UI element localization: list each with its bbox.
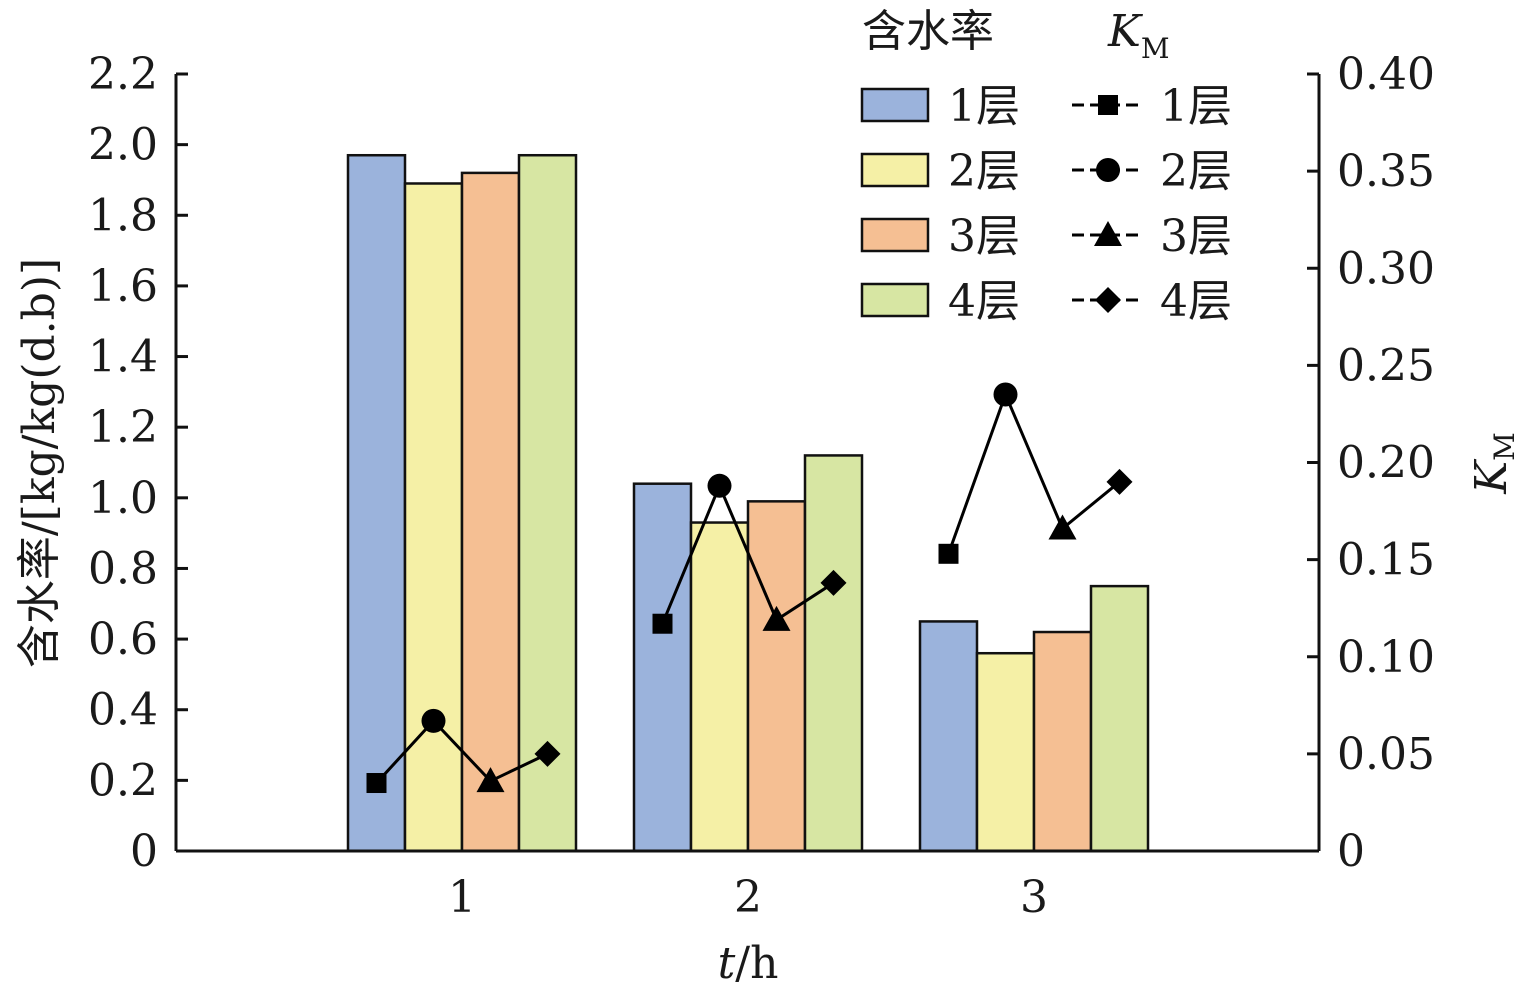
- legend-line-title: KM: [1107, 6, 1170, 65]
- legend-line-marker-1: [1098, 95, 1118, 115]
- km-line-group-3: [947, 390, 1121, 555]
- y2-tick-label: 0.25: [1337, 340, 1435, 391]
- y-tick-label: 1.6: [88, 261, 158, 312]
- y2-axis-title-main: K: [1466, 459, 1517, 495]
- km-line-group-2: [661, 481, 835, 625]
- legend-bar-label-1: 1层: [948, 81, 1020, 132]
- km-marker-1-group-2: [652, 613, 673, 634]
- y-tick-label: 0: [130, 826, 158, 877]
- legend-bar-swatch-1: [860, 87, 930, 123]
- legend-line-label-1: 1层: [1160, 81, 1232, 132]
- legend-bar-swatch-3: [860, 217, 930, 253]
- x-tick-label: 3: [1020, 872, 1048, 923]
- km-marker-2-group-1: [421, 708, 446, 733]
- km-marker-1-group-3: [938, 543, 959, 564]
- y-tick-label: 0.6: [88, 614, 158, 665]
- line-layer: [366, 382, 1133, 794]
- km-marker-2-group-2: [707, 473, 732, 498]
- x-axis-title-var: t: [718, 938, 736, 982]
- legend-bar-label-3: 3层: [948, 211, 1020, 262]
- bar-1-group-2: [632, 482, 693, 853]
- x-axis-title-unit: /h: [735, 938, 778, 982]
- y-axis-title: 含水率/[kg/kg(d.b)]: [14, 258, 65, 668]
- y-tick-label: 1.0: [88, 473, 158, 524]
- y-tick-label: 1.2: [88, 402, 158, 453]
- x-tick-label: 2: [734, 872, 762, 923]
- bar-4-group-3: [1089, 584, 1150, 853]
- km-marker-3-group-1: [476, 767, 505, 793]
- y2-tick-label: 0.05: [1337, 729, 1435, 780]
- y-tick-label: 0.2: [88, 755, 158, 806]
- legend-line-title-sub: M: [1141, 32, 1170, 65]
- y2-tick-label: 0.35: [1337, 146, 1435, 197]
- legend-line-marker-3: [1094, 221, 1122, 246]
- legend-line-label-4: 4层: [1160, 276, 1232, 327]
- bar-3-group-3: [1032, 630, 1093, 853]
- km-marker-3-group-3: [1048, 514, 1077, 540]
- y-tick-label: 0.8: [88, 543, 158, 594]
- bar-layer: [346, 153, 1150, 853]
- bar-3-group-1: [460, 171, 521, 853]
- y-tick-label: 0.4: [88, 685, 158, 736]
- y2-axis-title-sub: M: [1488, 432, 1521, 461]
- y-tick-label: 1.8: [88, 190, 158, 241]
- y2-tick-label: 0.20: [1337, 438, 1435, 489]
- y2-tick-label: 0: [1337, 826, 1365, 877]
- bar-3-group-2: [746, 500, 807, 853]
- legend-line-label-3: 3层: [1160, 211, 1232, 262]
- y2-tick-label: 0.10: [1337, 632, 1435, 683]
- legend-line-marker-4: [1095, 287, 1121, 313]
- y-tick-label: 2.0: [88, 120, 158, 171]
- legend-bar-swatch-2: [860, 152, 930, 188]
- legend-bar-title: 含水率: [862, 6, 994, 57]
- legend-bar-swatch-4: [860, 282, 930, 318]
- km-line-group-1: [375, 718, 549, 785]
- legend-line-marker-2: [1096, 158, 1120, 182]
- km-marker-4-group-1: [534, 740, 561, 767]
- bar-4-group-2: [803, 454, 864, 853]
- km-marker-3-group-2: [762, 605, 791, 631]
- km-marker-4-group-2: [820, 569, 847, 596]
- y-tick-label: 1.4: [88, 332, 158, 383]
- y2-tick-label: 0.15: [1337, 535, 1435, 586]
- x-axis-title: t/h: [718, 938, 779, 982]
- legend-bar-label-4: 4层: [948, 276, 1020, 327]
- legend-line-label-2: 2层: [1160, 146, 1232, 197]
- x-tick-label: 1: [448, 872, 476, 923]
- km-marker-1-group-1: [366, 773, 387, 794]
- bar-2-group-2: [689, 521, 750, 853]
- y2-tick-label: 0.40: [1337, 49, 1435, 100]
- legend: 含水率 KM 1层 2层 3层 4层 1层 2层 3层 4层: [860, 6, 1232, 327]
- axes-layer: 0 0.2 0.4 0.6 0.8 1.0 1.2 1.4 1.6 1.8 2.0 2.2 0 0.05 0…: [14, 49, 1521, 982]
- km-marker-4-group-3: [1106, 468, 1133, 495]
- bar-2-group-1: [403, 182, 464, 853]
- bar-1-group-3: [918, 620, 979, 853]
- bar-2-group-3: [975, 651, 1036, 853]
- y2-axis-title: KM: [1466, 432, 1521, 495]
- y-tick-label: 2.2: [88, 49, 158, 100]
- legend-bar-label-2: 2层: [948, 146, 1020, 197]
- legend-line-title-main: K: [1107, 6, 1143, 57]
- km-marker-2-group-3: [993, 382, 1018, 407]
- y2-tick-label: 0.30: [1337, 243, 1435, 294]
- bar-1-group-1: [346, 153, 407, 853]
- bar-4-group-1: [517, 153, 578, 853]
